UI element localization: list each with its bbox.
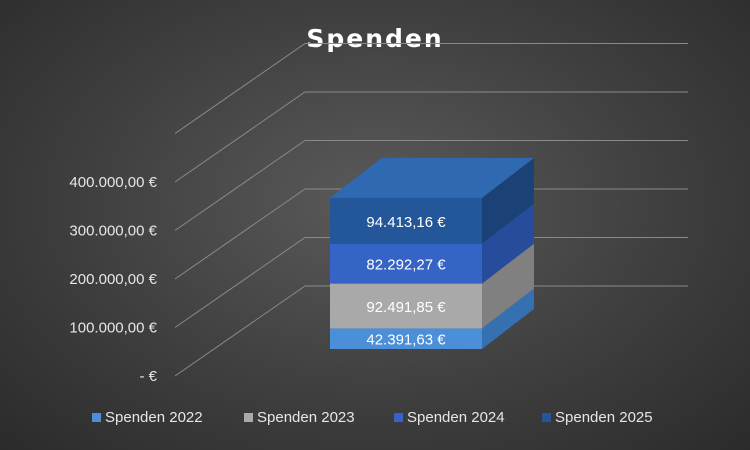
gridline [174, 140, 688, 231]
legend-entry: Spenden 2022 [105, 409, 203, 426]
legend: Spenden 2022 Spenden 2023 Spenden 2024 Spen… [92, 409, 653, 426]
y-tick-label: 200.000,00 € [69, 271, 157, 288]
data-label: 92.491,85 € [366, 299, 446, 316]
chart-title: Spenden [306, 24, 443, 53]
y-tick-label: 300.000,00 € [69, 223, 157, 240]
legend-swatch [92, 413, 101, 422]
gridlines [174, 43, 688, 377]
legend-entry: Spenden 2025 [555, 409, 653, 426]
gridline [174, 91, 688, 183]
y-tick-label: 100.000,00 € [69, 320, 157, 337]
y-tick-label: 400.000,00 € [69, 174, 157, 191]
bar-segment-side [482, 157, 534, 244]
bar-segment [330, 243, 482, 284]
data-label: 94.413,16 € [366, 214, 446, 231]
bar-top-face [330, 157, 534, 198]
data-label: 42.391,63 € [366, 332, 446, 349]
y-axis-tick-labels: - € 100.000,00 € 200.000,00 € 300.000,00 € 4… [69, 174, 157, 385]
stacked-bar: 42.391,63 € 92.491,85 € 82.292,27 € 94.413,… [330, 157, 534, 349]
legend-swatch [542, 413, 551, 422]
gridline [174, 43, 688, 134]
legend-entry: Spenden 2023 [257, 409, 355, 426]
bar-segment-side [482, 288, 534, 349]
bar-segment [330, 328, 482, 349]
data-label: 82.292,27 € [366, 257, 446, 274]
gridline [174, 237, 688, 328]
bar-segment [330, 283, 482, 329]
gridline [174, 285, 688, 377]
legend-swatch [394, 413, 403, 422]
y-tick-label: - € [139, 368, 157, 385]
gridline [174, 188, 688, 280]
bar-segment-side [482, 203, 534, 284]
bar-segment-side [482, 243, 534, 329]
bar-segment [330, 197, 482, 244]
legend-swatch [244, 413, 253, 422]
legend-entry: Spenden 2024 [407, 409, 505, 426]
